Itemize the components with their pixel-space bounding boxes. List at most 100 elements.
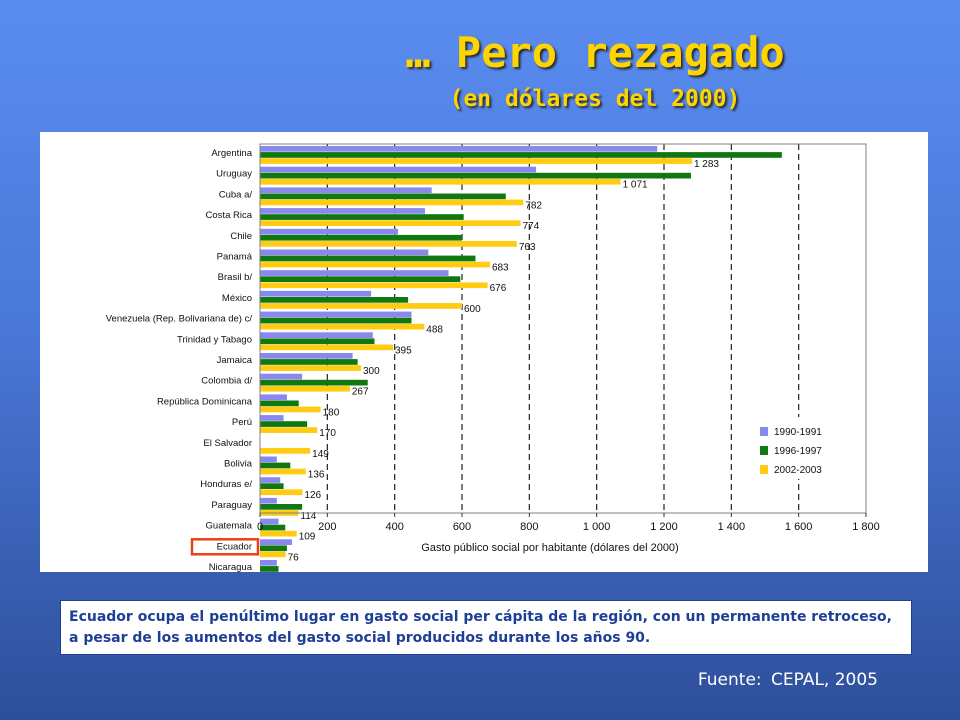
bar-1996-1997 [260, 400, 299, 407]
data-label: 1 283 [694, 159, 719, 170]
bar-2002-2003 [260, 178, 621, 185]
data-label: 126 [304, 490, 321, 501]
bar-1996-1997 [260, 421, 308, 427]
data-label: 782 [525, 200, 542, 211]
bar-1996-1997 [260, 214, 464, 220]
data-label: 136 [308, 470, 325, 481]
bar-2002-2003 [260, 468, 306, 475]
data-label: 149 [312, 449, 329, 460]
bar-2002-2003 [260, 282, 488, 289]
data-label: 109 [299, 532, 316, 543]
bar-1996-1997 [260, 483, 284, 489]
bar-1990-1991 [260, 353, 353, 359]
bar-2002-2003 [260, 261, 490, 268]
bar-1990-1991 [260, 415, 284, 421]
bar-1996-1997 [260, 172, 691, 179]
bar-2002-2003 [260, 385, 350, 392]
bar-chart: Argentina 1 283 Uruguay 1 071 Cuba a/782 Cost… [106, 143, 880, 572]
bar-2002-2003 [260, 448, 311, 454]
bar-1996-1997 [260, 504, 303, 510]
legend-label: 1990-1991 [774, 427, 822, 438]
data-label: 774 [523, 221, 540, 232]
category-label: Paraguay [211, 500, 252, 511]
plot-frame [259, 143, 867, 514]
category-label: El Salvador [203, 438, 252, 449]
category-label: Ecuador [217, 541, 252, 552]
x-tick-label: 0 [257, 521, 263, 533]
x-tick-label: 1 200 [650, 521, 678, 533]
bar-1990-1991 [260, 539, 292, 545]
bar-1990-1991 [260, 270, 449, 276]
x-axis-label: Gasto público social por habitante (dóla… [421, 542, 678, 554]
bar-1990-1991 [260, 249, 429, 256]
bar-2002-2003 [260, 365, 361, 371]
bar-1996-1997 [260, 152, 782, 158]
slide-subtitle: (en dólares del 2000) [449, 86, 741, 112]
legend-swatch [760, 446, 768, 455]
x-tick-label: 400 [385, 521, 403, 533]
x-tick-label: 600 [453, 521, 471, 533]
bar-2002-2003 [260, 199, 524, 206]
bar-1996-1997 [260, 379, 368, 386]
data-label: 180 [323, 407, 340, 418]
category-label: Chile [230, 231, 252, 242]
bar-1990-1991 [260, 187, 432, 194]
bar-2002-2003 [260, 323, 425, 330]
x-tick-label: 1 800 [852, 521, 880, 533]
legend-swatch [760, 427, 768, 436]
bar-2002-2003 [260, 489, 303, 496]
chart-panel: Argentina 1 283 Uruguay 1 071 Cuba a/782 Cost… [40, 132, 928, 572]
bar-1990-1991 [260, 518, 279, 525]
bar-2002-2003 [260, 406, 321, 413]
bar-1996-1997 [260, 462, 291, 469]
source-citation: Fuente: CEPAL, 2005 [698, 670, 878, 690]
bar-1990-1991 [260, 560, 277, 566]
data-label: 114 [300, 511, 316, 522]
source-value: CEPAL, 2005 [771, 670, 878, 690]
bar-1996-1997 [260, 193, 506, 200]
category-label: Panamá [217, 252, 253, 263]
bar-1990-1991 [260, 166, 537, 173]
category-label: Trinidad y Tabago [177, 334, 252, 345]
bar-1990-1991 [260, 394, 287, 401]
labels-layer: Argentina 1 283 Uruguay 1 071 Cuba a/782 Cost… [106, 148, 720, 572]
category-label: Cuba a/ [219, 189, 253, 200]
legend-label: 2002-2003 [774, 465, 822, 476]
note-box: Ecuador ocupa el penúltimo lugar en gast… [60, 600, 912, 655]
category-label: Perú [232, 417, 252, 428]
bar-1990-1991 [260, 146, 658, 152]
category-label: Brasil b/ [218, 272, 253, 283]
bar-1996-1997 [260, 359, 358, 365]
category-label: Nicaragua [209, 562, 253, 572]
category-label: México [222, 293, 252, 304]
bar-2002-2003 [260, 427, 318, 433]
data-label: 1 071 [623, 180, 648, 191]
category-label: Bolivia [224, 459, 253, 470]
bar-2002-2003 [260, 344, 393, 351]
bar-1996-1997 [260, 276, 461, 282]
data-label: 267 [352, 387, 369, 398]
note-text: Ecuador ocupa el penúltimo lugar en gast… [69, 609, 892, 646]
bar-1990-1991 [260, 208, 425, 214]
bar-2002-2003 [260, 303, 462, 309]
category-label: Honduras e/ [200, 479, 252, 490]
bar-2002-2003 [260, 551, 286, 558]
bar-1990-1991 [260, 477, 281, 483]
bar-1990-1991 [260, 456, 277, 463]
bar-1990-1991 [260, 290, 372, 297]
bar-1996-1997 [260, 524, 286, 531]
category-label: Venezuela (Rep. Bolivariana de) c/ [106, 314, 253, 325]
highlight-box [190, 538, 260, 556]
category-label: Colombia d/ [201, 376, 252, 387]
category-label: Uruguay [216, 169, 252, 180]
bar-1990-1991 [260, 228, 399, 235]
bar-1996-1997 [260, 338, 375, 345]
bar-1996-1997 [260, 566, 279, 572]
bar-1990-1991 [260, 373, 303, 380]
category-label: Guatemala [206, 521, 253, 532]
bars-layer [260, 146, 782, 572]
bar-1996-1997 [260, 545, 287, 552]
bar-2002-2003 [260, 220, 521, 226]
data-label: 76 [288, 552, 300, 563]
data-label: 676 [490, 283, 507, 294]
